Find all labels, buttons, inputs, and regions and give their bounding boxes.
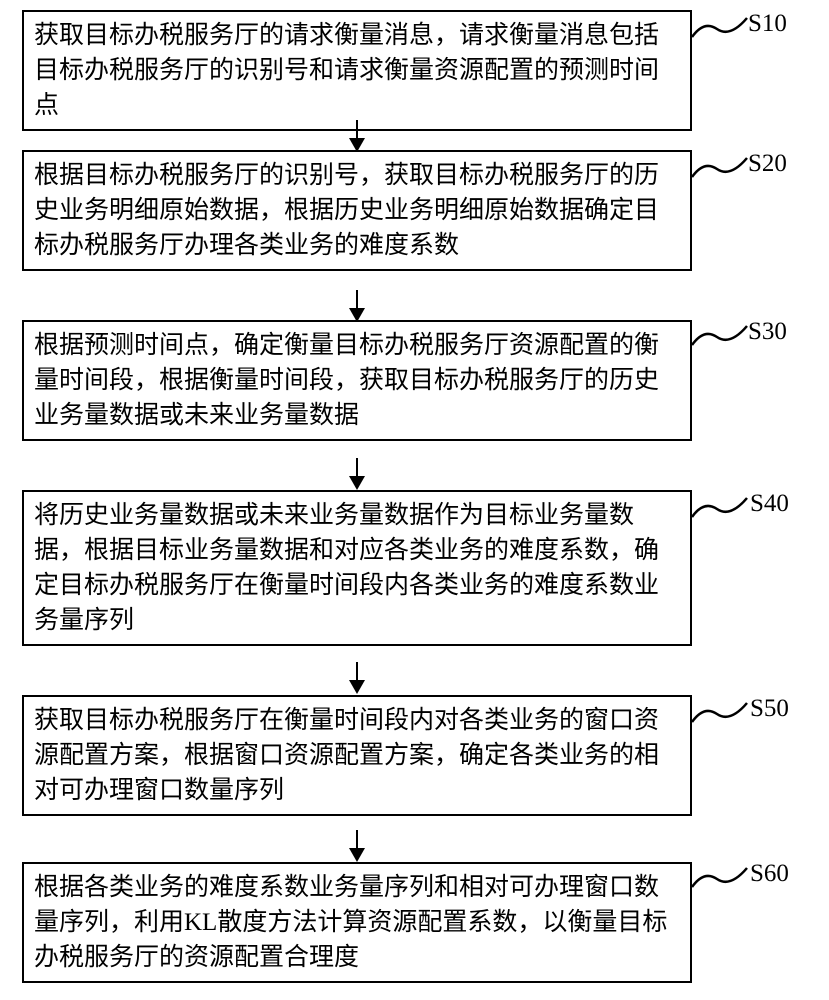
flowchart-container: 获取目标办税服务厅的请求衡量消息，请求衡量消息包括目标办税服务厅的识别号和请求衡… [0,0,829,1000]
step-label-s60: S60 [750,860,789,888]
connector-wave-s30 [692,323,750,353]
arrow-s10-s20 [22,120,692,152]
step-text-s60: 根据各类业务的难度系数业务量序列和相对可办理窗口数量序列，利用KL散度方法计算资… [34,874,667,971]
connector-wave-s10 [692,15,750,45]
step-text-s20: 根据目标办税服务厅的识别号，获取目标办税服务厅的历史业务明细原始数据，根据历史业… [34,162,659,259]
connector-wave-s40 [692,495,750,525]
step-text-s10: 获取目标办税服务厅的请求衡量消息，请求衡量消息包括目标办税服务厅的识别号和请求衡… [34,22,659,119]
arrow-s20-s30 [22,290,692,322]
step-text-s50: 获取目标办税服务厅在衡量时间段内对各类业务的窗口资源配置方案，根据窗口资源配置方… [34,707,659,804]
step-text-s30: 根据预测时间点，确定衡量目标办税服务厅资源配置的衡量时间段，根据衡量时间段，获取… [34,332,659,429]
step-box-s60: 根据各类业务的难度系数业务量序列和相对可办理窗口数量序列，利用KL散度方法计算资… [22,862,692,983]
step-label-s10: S10 [748,10,787,38]
connector-wave-s20 [692,155,750,185]
step-box-s30: 根据预测时间点，确定衡量目标办税服务厅资源配置的衡量时间段，根据衡量时间段，获取… [22,320,692,441]
connector-wave-s50 [692,700,750,730]
arrow-s40-s50 [22,662,692,694]
step-box-s40: 将历史业务量数据或未来业务量数据作为目标业务量数据，根据目标业务量数据和对应各类… [22,490,692,646]
step-text-s40: 将历史业务量数据或未来业务量数据作为目标业务量数据，根据目标业务量数据和对应各类… [34,502,659,634]
step-label-s20: S20 [748,150,787,178]
step-box-s10: 获取目标办税服务厅的请求衡量消息，请求衡量消息包括目标办税服务厅的识别号和请求衡… [22,10,692,131]
step-label-s40: S40 [750,490,789,518]
step-box-s50: 获取目标办税服务厅在衡量时间段内对各类业务的窗口资源配置方案，根据窗口资源配置方… [22,695,692,816]
step-box-s20: 根据目标办税服务厅的识别号，获取目标办税服务厅的历史业务明细原始数据，根据历史业… [22,150,692,271]
step-label-s50: S50 [750,695,789,723]
step-label-s30: S30 [748,318,787,346]
arrow-s30-s40 [22,458,692,490]
arrow-s50-s60 [22,830,692,862]
connector-wave-s60 [692,865,750,895]
